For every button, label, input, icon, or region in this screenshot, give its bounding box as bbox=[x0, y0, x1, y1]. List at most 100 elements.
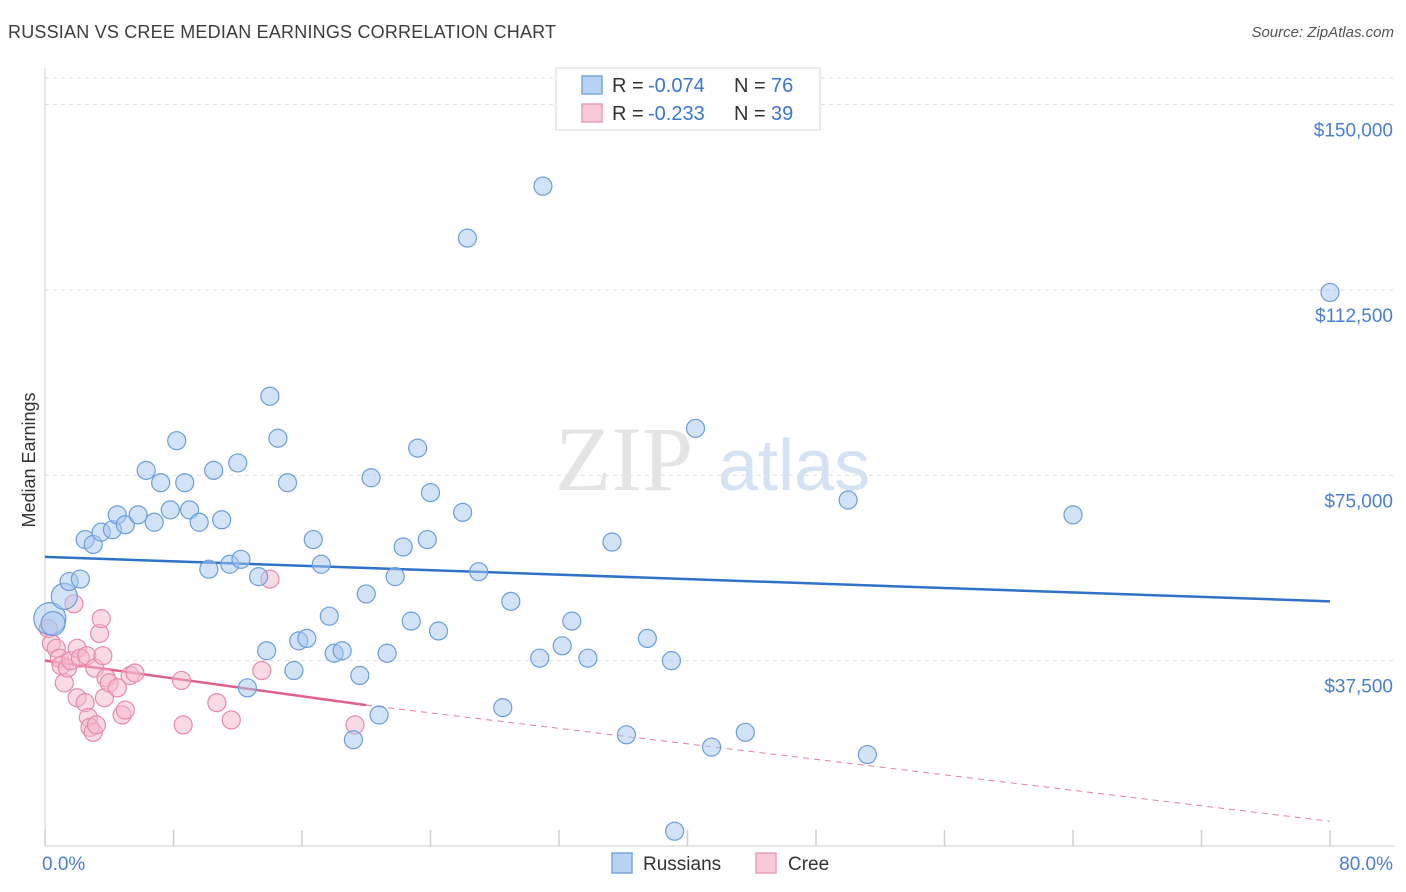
y-tick-label-2: $112,500 bbox=[1315, 306, 1393, 327]
russians-point bbox=[343, 730, 363, 750]
russians-point bbox=[284, 660, 304, 681]
grid-lines bbox=[45, 77, 1395, 662]
russians-point bbox=[661, 651, 682, 671]
russians-point bbox=[417, 529, 437, 550]
bottom-legend-label-cree: Cree bbox=[788, 854, 829, 875]
russians-point bbox=[493, 698, 513, 718]
x-tick-label-0: 0.0% bbox=[42, 854, 85, 875]
legend-n-value-cree: 39 bbox=[771, 103, 793, 125]
russians-point bbox=[361, 468, 381, 488]
watermark-zip: ZIP bbox=[555, 408, 693, 510]
russians-point bbox=[401, 611, 421, 631]
bottom-legend-swatch-cree bbox=[755, 852, 777, 874]
cree-point bbox=[173, 715, 193, 735]
russians-point bbox=[369, 705, 389, 725]
russians-point bbox=[578, 648, 598, 668]
legend-r-label-cree: R = bbox=[612, 103, 644, 125]
cree-point bbox=[252, 660, 272, 681]
cree-point bbox=[207, 693, 227, 713]
russians-point bbox=[420, 482, 441, 503]
russians-point bbox=[501, 591, 521, 611]
cree-point bbox=[86, 715, 107, 735]
axes bbox=[44, 68, 1395, 847]
russians-point bbox=[175, 473, 195, 493]
chart-source: Source: ZipAtlas.com bbox=[1251, 24, 1394, 41]
bottom-legend: Russians Cree bbox=[611, 852, 829, 875]
russians-point bbox=[136, 460, 156, 480]
y-tick-labels: $37,500 $75,000 $112,500 $150,000 bbox=[1314, 121, 1393, 698]
y-axis-label: Median Earnings bbox=[19, 392, 39, 527]
legend-r-value-cree: -0.233 bbox=[648, 103, 705, 125]
top-legend: R = -0.074 N = 76 R = -0.233 N = 39 bbox=[555, 67, 821, 131]
legend-r-label-russians: R = bbox=[612, 75, 644, 97]
cree-point bbox=[107, 678, 127, 698]
russians-point bbox=[40, 610, 66, 637]
russians-point bbox=[297, 628, 317, 649]
russians-point bbox=[838, 490, 858, 510]
russians-point bbox=[311, 554, 331, 574]
cree-trend-extension bbox=[366, 704, 1331, 822]
russians-point bbox=[237, 678, 257, 698]
bottom-legend-label-russians: Russians bbox=[643, 854, 721, 875]
russians-point bbox=[160, 500, 180, 520]
russians-point bbox=[1320, 282, 1340, 303]
russians-point bbox=[350, 665, 370, 686]
russians-point bbox=[167, 431, 187, 451]
russians-point bbox=[377, 643, 397, 663]
russians-point bbox=[665, 821, 685, 841]
russians-point bbox=[70, 569, 90, 589]
russians-point bbox=[260, 386, 280, 406]
russians-trend-line bbox=[44, 555, 1331, 603]
russians-point bbox=[857, 744, 878, 765]
legend-swatch-russians bbox=[581, 75, 603, 95]
russians-point bbox=[204, 460, 224, 480]
russians-point bbox=[408, 438, 428, 458]
russians-point bbox=[469, 562, 489, 582]
russians-point bbox=[735, 722, 755, 742]
russians-point bbox=[249, 567, 269, 587]
cree-point bbox=[115, 700, 135, 720]
y-tick-label-3: $150,000 bbox=[1314, 121, 1393, 142]
legend-r-value-russians: -0.074 bbox=[648, 75, 705, 97]
russians-point bbox=[530, 648, 550, 668]
russians-point bbox=[115, 515, 135, 535]
russians-point bbox=[428, 621, 449, 641]
russians-point bbox=[562, 611, 582, 631]
russians-point bbox=[616, 725, 637, 745]
russians-point bbox=[457, 228, 478, 248]
russians-point bbox=[1063, 505, 1083, 525]
russians-point bbox=[533, 176, 553, 196]
russians-point bbox=[303, 529, 323, 550]
russians-point bbox=[319, 606, 339, 626]
trend-lines bbox=[44, 555, 1331, 822]
russians-points bbox=[33, 176, 1340, 841]
russians-point bbox=[228, 453, 248, 473]
russians-point bbox=[552, 636, 572, 656]
russians-point bbox=[356, 584, 376, 604]
russians-point bbox=[257, 641, 277, 661]
russians-point bbox=[231, 549, 251, 569]
russians-point bbox=[332, 641, 352, 661]
russians-point bbox=[189, 512, 209, 532]
y-tick-label-0: $37,500 bbox=[1324, 677, 1393, 698]
legend-n-label-russians: N = bbox=[734, 75, 766, 97]
russians-point bbox=[128, 505, 148, 525]
legend-n-label-cree: N = bbox=[734, 103, 766, 125]
cree-point bbox=[125, 663, 145, 683]
watermark: ZIP atlas bbox=[555, 408, 870, 510]
russians-point bbox=[212, 510, 232, 530]
cree-point bbox=[171, 670, 192, 691]
legend-swatch-cree bbox=[581, 103, 603, 123]
russians-point bbox=[602, 532, 622, 552]
bottom-legend-swatch-russians bbox=[611, 852, 633, 874]
x-tick-label-1: 80.0% bbox=[1339, 854, 1393, 875]
russians-point bbox=[144, 512, 164, 532]
russians-point bbox=[393, 537, 413, 557]
chart-title: RUSSIAN VS CREE MEDIAN EARNINGS CORRELAT… bbox=[8, 22, 557, 42]
russians-point bbox=[701, 737, 722, 757]
cree-point bbox=[221, 710, 241, 730]
russians-point bbox=[637, 628, 657, 649]
russians-point bbox=[277, 473, 298, 493]
russians-point bbox=[268, 428, 288, 448]
